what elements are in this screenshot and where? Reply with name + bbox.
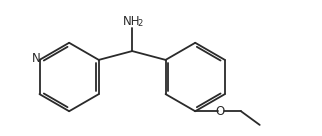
Text: NH: NH [123,15,140,28]
Text: O: O [215,105,224,118]
Text: 2: 2 [137,19,142,28]
Text: N: N [32,52,41,65]
